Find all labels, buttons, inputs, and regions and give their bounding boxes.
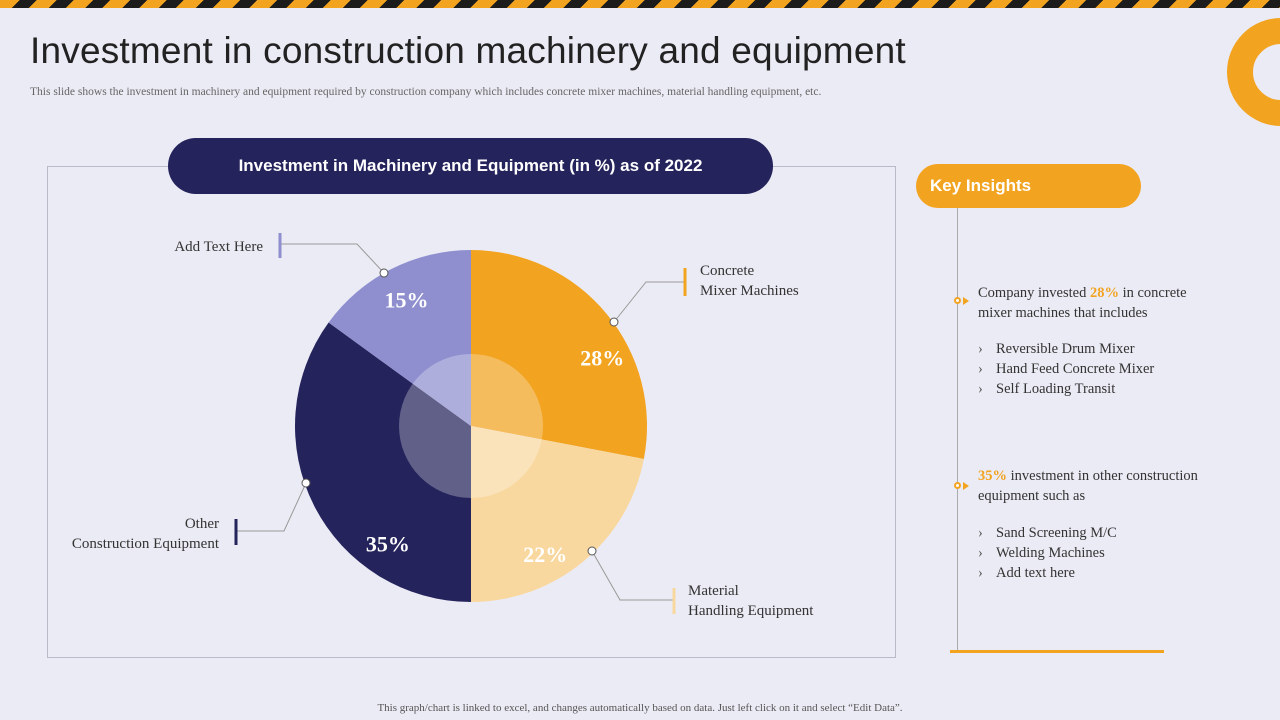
insight-highlight: 28% <box>1089 285 1119 301</box>
leader-dot <box>609 317 619 327</box>
insight-block-2-text: 35% investment in other construction equ… <box>978 468 1198 504</box>
leader-dot <box>379 268 389 278</box>
chevron-right-icon: › <box>978 361 983 377</box>
slice-label-line: Material <box>688 583 739 599</box>
pct-label-other-construction: 35% <box>366 532 410 557</box>
insight-block-1-list: › Reversible Drum Mixer › Hand Feed Concre… <box>978 339 1154 399</box>
slice-other-construction[interactable] <box>295 322 471 602</box>
list-item: › Reversible Drum Mixer <box>978 341 1135 357</box>
pct-label-material-handling: 22% <box>523 542 567 567</box>
leader-line <box>591 550 674 601</box>
slice-label-line: Construction Equipment <box>71 536 219 552</box>
insight-highlight: 35% <box>978 468 1007 484</box>
list-item: › Welding Machines <box>978 545 1105 561</box>
slice-label-concrete-mixer: Concrete Mixer Machines <box>700 261 799 301</box>
slice-label-line: Mixer Machines <box>700 283 799 299</box>
list-item: › Sand Screening M/C <box>978 525 1117 541</box>
chevron-right-icon: › <box>978 545 983 561</box>
insight-block-1-text: Company invested 28% in concrete mixer m… <box>978 285 1187 321</box>
timeline-dot <box>954 482 961 489</box>
leader-dot <box>587 546 597 556</box>
list-item: › Add text here <box>978 565 1075 581</box>
pct-label-add-text: 15% <box>385 287 429 312</box>
leader-line <box>280 243 385 274</box>
insights-underline <box>950 650 1164 653</box>
chart-title: Investment in Machinery and Equipment (i… <box>168 138 773 194</box>
timeline-dot <box>954 297 961 304</box>
list-item: › Self Loading Transit <box>978 381 1116 397</box>
slice-label-add-text: Add Text Here <box>174 237 263 257</box>
chevron-right-icon: › <box>978 565 983 581</box>
chevron-right-icon: › <box>978 341 983 357</box>
slice-material-handling[interactable] <box>471 426 644 602</box>
leader-line <box>613 281 686 323</box>
hazard-stripe-bar <box>0 0 1280 8</box>
page-subtitle: This slide shows the investment in machi… <box>30 86 822 98</box>
pct-label-concrete-mixer: 28% <box>580 346 624 371</box>
timeline-arrow-icon <box>963 482 969 490</box>
slice-add-text[interactable] <box>328 250 471 426</box>
slice-label-line: Add Text Here <box>174 239 263 255</box>
page-title: Investment in construction machinery and… <box>30 30 906 71</box>
key-insights-title: Key Insights <box>916 164 1141 208</box>
slice-label-line: Concrete <box>700 263 755 279</box>
leader-dot <box>301 478 311 488</box>
slice-label-other-construction: Other Construction Equipment <box>72 514 219 554</box>
slice-label-material-handling: Material Handling Equipment <box>688 581 813 621</box>
pie-center-overlay <box>399 354 543 498</box>
list-item: › Hand Feed Concrete Mixer <box>978 361 1155 377</box>
leader-line <box>236 482 307 532</box>
chevron-right-icon: › <box>978 525 983 541</box>
timeline-arrow-icon <box>963 297 969 305</box>
insights-timeline <box>957 208 958 651</box>
slice-concrete-mixer[interactable] <box>471 250 648 459</box>
footer-note: This graph/chart is linked to excel, and… <box>377 702 903 714</box>
insight-block-2-list: › Sand Screening M/C › Welding Machines › A… <box>978 523 1117 583</box>
slice-label-line: Other <box>184 516 219 532</box>
chevron-right-icon: › <box>978 381 983 397</box>
slice-label-line: Handling Equipment <box>688 603 814 619</box>
